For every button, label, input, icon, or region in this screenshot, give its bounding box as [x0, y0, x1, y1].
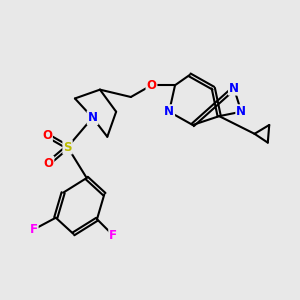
Text: N: N	[229, 82, 239, 95]
Text: F: F	[30, 223, 38, 236]
Text: N: N	[236, 105, 246, 118]
Text: S: S	[63, 141, 72, 154]
Text: N: N	[88, 111, 98, 124]
Text: F: F	[109, 229, 117, 242]
Text: N: N	[164, 105, 174, 118]
Text: O: O	[44, 157, 53, 170]
Text: O: O	[146, 79, 157, 92]
Text: O: O	[42, 129, 52, 142]
